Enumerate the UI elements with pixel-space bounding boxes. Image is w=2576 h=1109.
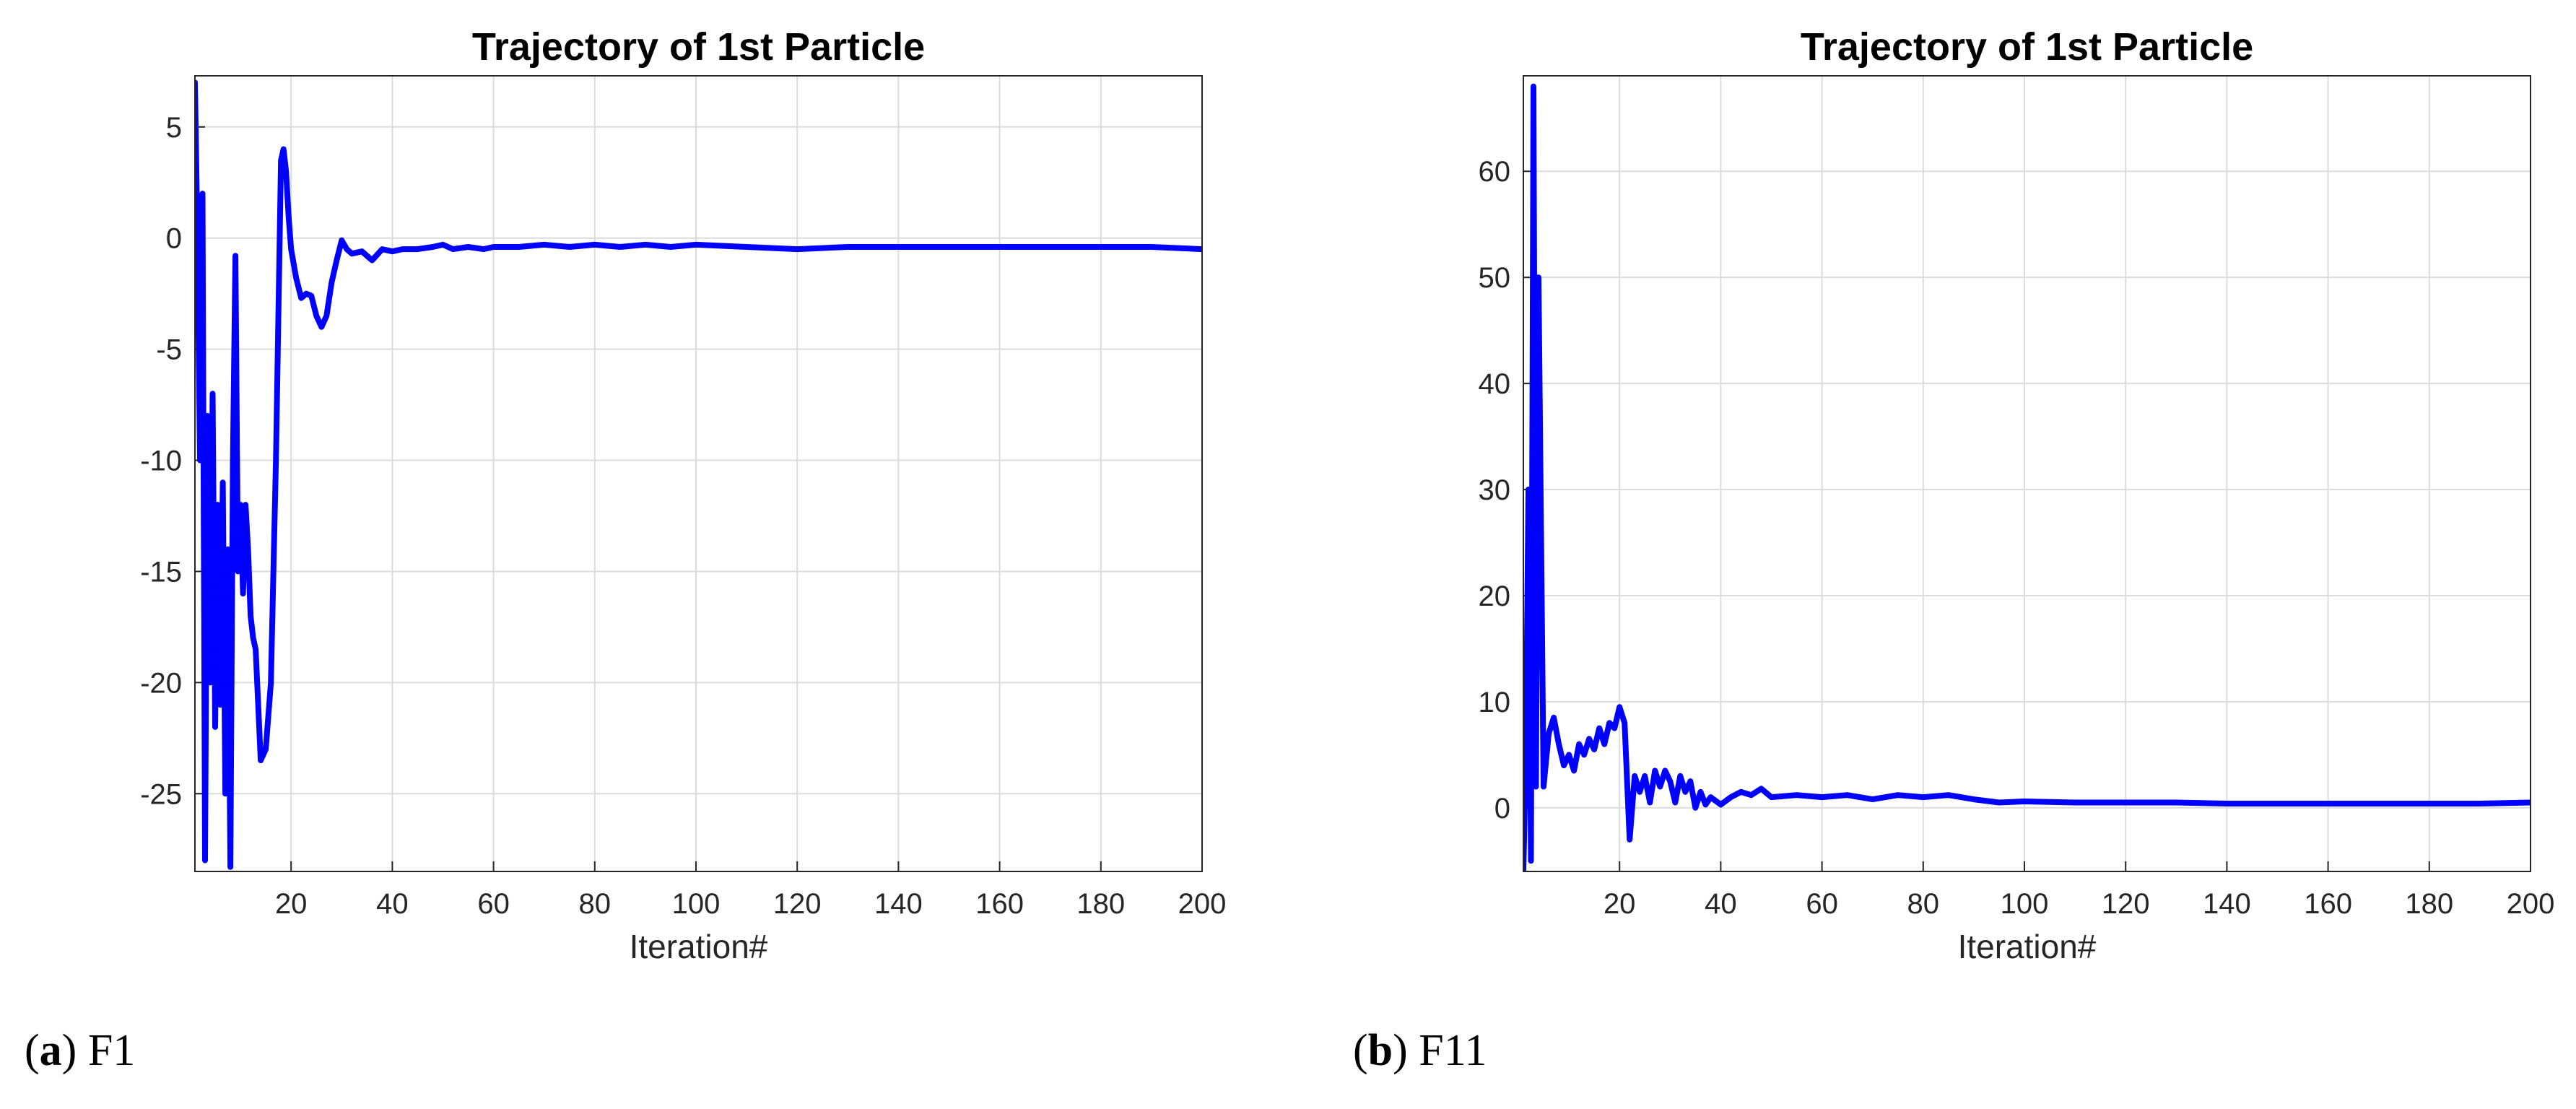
grid	[1523, 76, 2531, 871]
caption-letter: b	[1367, 1026, 1393, 1075]
y-tick-label: 5	[166, 112, 182, 144]
y-tick-label: -15	[140, 556, 182, 588]
y-tick-label: 40	[1479, 368, 1511, 400]
x-tick-label: 80	[1907, 888, 1940, 920]
x-tick-label: 100	[672, 888, 721, 920]
x-tick-label: 180	[2405, 888, 2453, 920]
x-tick-label: 200	[2507, 888, 2555, 920]
y-tick-label: 0	[166, 223, 182, 255]
grid	[195, 76, 1203, 871]
y-tick-label: 50	[1479, 262, 1511, 294]
y-tick-labels: 5 0 -5 -10 -15 -20 -25	[140, 112, 182, 810]
caption-letter: a	[39, 1026, 62, 1075]
x-tick-label: 120	[773, 888, 822, 920]
x-tick-label: 120	[2102, 888, 2150, 920]
x-tick-label: 160	[2304, 888, 2352, 920]
caption-b: (b) F11	[1353, 1026, 1487, 1075]
x-tick-label: 100	[2001, 888, 2049, 920]
x-axis-label: Iteration#	[630, 928, 768, 965]
x-tick-label: 140	[2203, 888, 2251, 920]
caption-label: F1	[87, 1026, 136, 1075]
x-tick-label: 80	[579, 888, 612, 920]
x-tick-label: 20	[275, 888, 308, 920]
y-tick-label: 30	[1479, 474, 1511, 506]
caption-a: (a) F1	[25, 1026, 136, 1075]
series-group	[1523, 83, 2531, 871]
x-tick-label: 180	[1076, 888, 1125, 920]
chart-title: Trajectory of 1st Particle	[472, 25, 925, 69]
plot-frame	[194, 75, 1203, 872]
caption-label: F11	[1419, 1026, 1487, 1075]
x-axis-label: Iteration#	[1958, 928, 2097, 965]
y-tick-label: -25	[140, 778, 182, 810]
y-tick-label: 10	[1479, 687, 1511, 718]
x-tick-label: 40	[1705, 888, 1737, 920]
plot-f11: 20 40 60 80 100 120 140 160 180 200 6050403020100…	[1479, 25, 2555, 965]
x-tick-label: 140	[874, 888, 923, 920]
y-tick-label: 20	[1479, 580, 1511, 612]
x-tick-label: 20	[1604, 888, 1636, 920]
series-group	[195, 79, 1202, 870]
y-tick-label: -10	[140, 445, 182, 477]
y-tick-label: -20	[140, 667, 182, 699]
x-tick-labels: 20 40 60 80 100 120 140 160 180 200	[275, 888, 1226, 920]
plot-f1: 20 40 60 80 100 120 140 160 180 200 5 0 -5 -10 -15 -20…	[140, 25, 1226, 965]
y-tick-label: 0	[1494, 793, 1510, 825]
series-line-0	[195, 79, 1202, 870]
x-tick-label: 200	[1178, 888, 1227, 920]
series-line-0	[1523, 83, 2531, 871]
plot-frame	[1523, 75, 2531, 872]
y-tick-labels: 60 50 40 30 20 10 0	[1479, 156, 1511, 825]
x-tick-label: 40	[376, 888, 409, 920]
y-tick-label: 60	[1479, 156, 1511, 188]
chart-title: Trajectory of 1st Particle	[1801, 25, 2253, 69]
x-tick-label: 60	[477, 888, 510, 920]
y-tick-label: -5	[156, 334, 182, 366]
x-tick-label: 60	[1806, 888, 1838, 920]
x-tick-label: 160	[975, 888, 1024, 920]
x-tick-labels: 20 40 60 80 100 120 140 160 180 200	[1604, 888, 2554, 920]
